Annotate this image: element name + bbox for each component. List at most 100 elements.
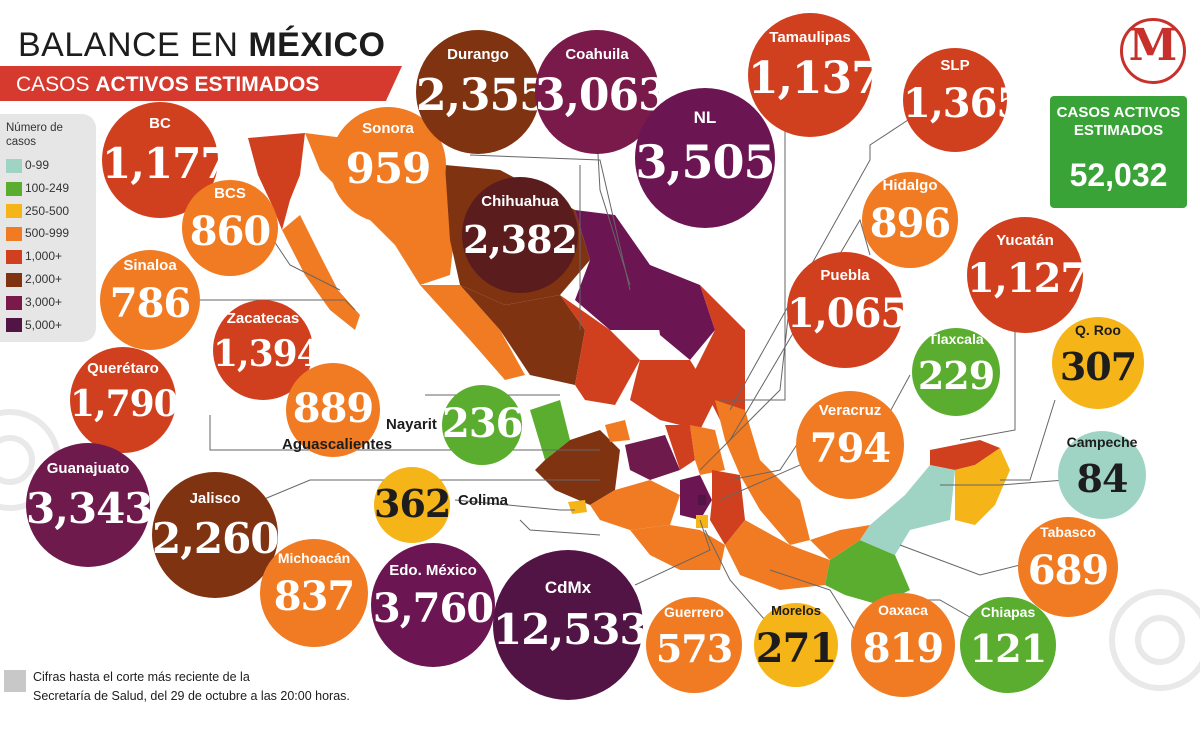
legend-swatch (6, 204, 22, 219)
bubble-puebla-name: Puebla (820, 266, 870, 284)
milenio-logo (1120, 18, 1186, 84)
map-region-campeche (860, 465, 955, 555)
bubble-bcs-name: BCS (214, 184, 246, 202)
total-value: 52,032 (1069, 157, 1168, 193)
bubble-queretaro-name: Querétaro (87, 359, 159, 377)
bubble-campeche-name: Campeche (1066, 433, 1138, 450)
subtitle-bold: ACTIVOS ESTIMADOS (95, 73, 320, 96)
footnote: Cifras hasta el corte más reciente de la… (33, 668, 350, 706)
bubble-queretaro-value: 1,790 (70, 382, 179, 425)
map-region-guanajuato (625, 435, 680, 480)
bubble-guanajuato-value: 3,343 (26, 484, 154, 534)
bubble-qroo-name: Q. Roo (1075, 321, 1121, 338)
bubble-tamaulipas: Tamaulipas 1,137 (748, 13, 882, 137)
legend-swatch (6, 250, 22, 265)
map-region-tamaulipas (695, 285, 745, 420)
bubble-nl: NL 3,505 (635, 88, 776, 228)
bubble-chihuahua-value: 2,382 (463, 216, 578, 262)
bubble-sonora-value: 959 (345, 144, 432, 194)
bubble-jalisco-name: Jalisco (189, 490, 241, 507)
bubble-colima: 362 (374, 467, 451, 543)
bubble-tlaxcala-value: 229 (917, 353, 995, 399)
legend-item: 5,000+ (6, 318, 90, 336)
footnote-line-2: Secretaría de Salud, del 29 de octubre a… (33, 689, 350, 703)
bubble-slp-value: 1,365 (903, 80, 1024, 128)
bubble-durango: Durango 2,355 (416, 30, 550, 154)
legend-item: 2,000+ (6, 272, 90, 290)
legend-item: 500-999 (6, 226, 90, 244)
bubble-guerrero-value: 573 (655, 626, 733, 672)
bubble-tlaxcala-name: Tlaxcala (928, 330, 984, 347)
map-region-jalisco (535, 430, 620, 505)
bubble-chihuahua: Chihuahua 2,382 (462, 177, 578, 293)
bubble-veracruz-name: Veracruz (818, 401, 882, 419)
bubble-oaxaca: Oaxaca 819 (851, 593, 955, 697)
bubble-cdmx-name: CdMx (544, 578, 592, 598)
map-region-puebla (710, 470, 745, 545)
footnote-marker (4, 670, 26, 692)
legend-label: 0-99 (25, 158, 50, 172)
map-region-queretaro (665, 425, 695, 470)
bubble-hidalgo: Hidalgo 896 (862, 172, 958, 268)
bubble-qroo-value: 307 (1059, 344, 1137, 390)
bubble-veracruz: Veracruz 794 (796, 391, 904, 499)
bubble-tlaxcala: Tlaxcala 229 (912, 328, 1000, 416)
map-region-sinaloa (420, 285, 525, 380)
bubble-bc-value: 1,177 (102, 139, 230, 189)
bubble-slp-name: SLP (940, 56, 970, 74)
bubble-chiapas-name: Chiapas (980, 603, 1036, 620)
bubble-aguascalientes: 889 (286, 363, 380, 457)
legend-item: 100-249 (6, 181, 90, 199)
legend-label: 1,000+ (25, 249, 63, 264)
legend-swatch (6, 318, 22, 333)
bubble-nayarit: 236 (442, 385, 524, 465)
bubble-aguascalientes-value: 889 (292, 385, 375, 433)
map-region-slp (630, 360, 715, 430)
map-region-oaxaca (725, 520, 830, 590)
bubble-colima-value: 362 (374, 481, 451, 527)
map-region-nl (650, 265, 715, 360)
legend-label: 100-249 (25, 180, 70, 195)
bubble-tabasco: Tabasco 689 (1018, 517, 1118, 617)
bubble-oaxaca-name: Oaxaca (878, 602, 928, 619)
map-region-guerrero (630, 525, 725, 570)
map-region-tabasco (810, 525, 870, 560)
bubble-guerrero-name: Guerrero (664, 603, 724, 620)
map-region-durango (460, 285, 585, 385)
bubble-campeche-value: 84 (1076, 456, 1129, 502)
virus-watermark-right (1109, 589, 1200, 691)
bubble-guanajuato: Guanajuato 3,343 (26, 443, 154, 567)
bubble-jalisco: Jalisco 2,260 (152, 472, 280, 598)
bubble-sonora-name: Sonora (362, 120, 414, 137)
subtitle-light: CASOS (16, 73, 96, 96)
bubble-cdmx: CdMx 12,533 (493, 550, 649, 700)
bubble-sinaloa-name: Sinaloa (123, 256, 177, 274)
bubble-tabasco-name: Tabasco (1040, 524, 1096, 541)
bubble-coahuila-value: 3,063 (535, 69, 669, 121)
bubble-sinaloa-value: 786 (109, 280, 192, 328)
bubble-puebla-value: 1,065 (787, 290, 908, 338)
legend-item: 3,000+ (6, 295, 90, 313)
legend-label: 2,000+ (25, 272, 63, 286)
bubble-jalisco-value: 2,260 (152, 514, 280, 564)
bubble-edomex-value: 3,760 (372, 585, 494, 633)
bubble-bc-name: BC (149, 115, 171, 132)
bubble-chihuahua-name: Chihuahua (481, 193, 559, 210)
bubble-zacatecas-value: 1,394 (213, 332, 322, 375)
legend-item: 1,000+ (6, 249, 90, 267)
bubble-durango-value: 2,355 (416, 69, 550, 121)
legend-item: 250-500 (6, 204, 90, 222)
map-region-nayarit (530, 400, 570, 460)
subtitle-banner (0, 66, 402, 101)
legend-swatch (6, 227, 22, 242)
legend-swatch (6, 181, 22, 196)
bubble-veracruz-value: 794 (809, 425, 892, 473)
map-region-morelos (696, 515, 708, 528)
bubble-oaxaca-value: 819 (862, 625, 945, 673)
bubble-durango-name: Durango (447, 45, 509, 63)
legend-swatch (6, 158, 22, 173)
bubble-bcs-value: 860 (189, 208, 272, 256)
bubble-slp: SLP 1,365 (903, 48, 1024, 152)
bubble-michoacan: Michoacán 837 (260, 539, 368, 647)
bubble-edomex: Edo. México 3,760 (371, 543, 495, 667)
